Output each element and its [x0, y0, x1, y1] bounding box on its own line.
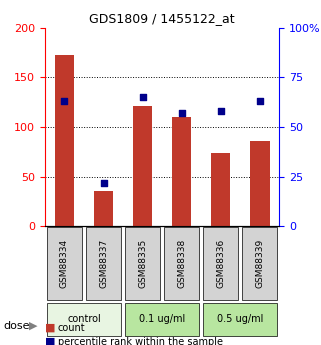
Point	[218, 108, 223, 114]
FancyBboxPatch shape	[203, 303, 277, 336]
Text: GSM88337: GSM88337	[99, 239, 108, 288]
Text: GSM88339: GSM88339	[255, 239, 264, 288]
FancyBboxPatch shape	[47, 227, 82, 300]
Text: 0.5 ug/ml: 0.5 ug/ml	[217, 315, 264, 324]
FancyBboxPatch shape	[86, 227, 121, 300]
FancyBboxPatch shape	[125, 303, 199, 336]
Point	[101, 180, 106, 185]
FancyBboxPatch shape	[47, 303, 121, 336]
Text: GSM88336: GSM88336	[216, 239, 225, 288]
Text: 0.1 ug/ml: 0.1 ug/ml	[139, 315, 185, 324]
FancyBboxPatch shape	[203, 227, 238, 300]
Point	[257, 98, 262, 104]
Point	[179, 110, 184, 116]
FancyBboxPatch shape	[242, 227, 277, 300]
Text: percentile rank within the sample: percentile rank within the sample	[58, 337, 223, 345]
Bar	[94, 190, 113, 226]
Text: ■: ■	[45, 323, 56, 333]
Text: count: count	[58, 323, 85, 333]
Bar	[172, 117, 191, 226]
Bar	[211, 153, 230, 226]
Title: GDS1809 / 1455122_at: GDS1809 / 1455122_at	[89, 12, 235, 25]
Text: ▶: ▶	[29, 321, 37, 331]
Point	[140, 95, 145, 100]
Text: GSM88334: GSM88334	[60, 239, 69, 288]
FancyBboxPatch shape	[164, 227, 199, 300]
Bar	[133, 106, 152, 226]
Text: ■: ■	[45, 337, 56, 345]
Bar	[250, 141, 270, 226]
Text: dose: dose	[3, 321, 30, 331]
Text: GSM88338: GSM88338	[177, 239, 186, 288]
FancyBboxPatch shape	[125, 227, 160, 300]
Point	[62, 98, 67, 104]
Bar	[55, 56, 74, 226]
Text: control: control	[67, 315, 101, 324]
Text: GSM88335: GSM88335	[138, 239, 147, 288]
